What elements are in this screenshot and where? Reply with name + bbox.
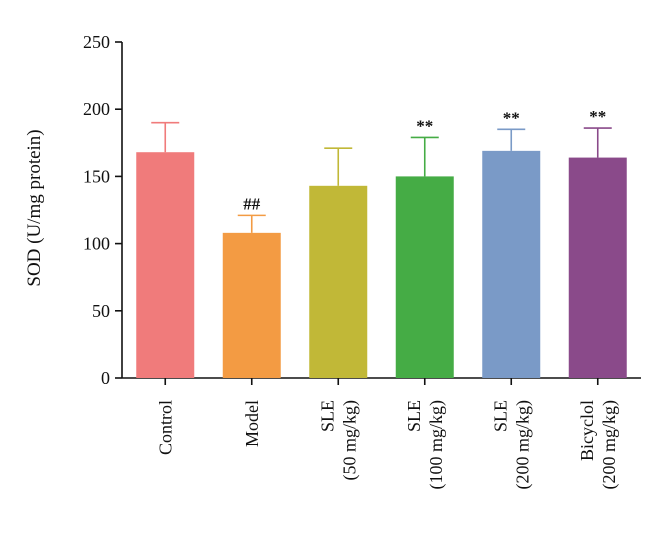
y-tick-label: 50 [92, 301, 110, 321]
category-label: (100 mg/kg) [426, 400, 447, 490]
category-label: SLE [490, 400, 510, 432]
y-tick-label: 150 [83, 166, 110, 186]
bar [222, 232, 281, 378]
category-label: Bicyclol [577, 400, 597, 461]
bar [136, 152, 195, 378]
y-axis-label: SOD (U/mg protein) [24, 129, 45, 286]
category-labels: Control Model SLE (50 mg/kg) SLE (100 mg/kg) S… [155, 400, 620, 490]
category-label: (200 mg/kg) [512, 400, 533, 490]
category-label: Control [155, 400, 175, 455]
significance-label: ** [503, 108, 520, 127]
bar [482, 150, 541, 378]
significance-label: ** [416, 116, 433, 135]
x-axis [122, 377, 641, 385]
significance-label: ** [589, 107, 606, 126]
category-label: Model [242, 400, 262, 447]
category-label: SLE [404, 400, 424, 432]
y-tick-label: 100 [83, 234, 110, 254]
y-tick-label: 250 [83, 32, 110, 52]
bar [395, 176, 454, 378]
bar [309, 185, 368, 378]
category-label: SLE [317, 400, 337, 432]
bar [568, 157, 627, 378]
y-tick-label: 200 [83, 99, 110, 119]
category-label: (200 mg/kg) [599, 400, 620, 490]
significance-label: ## [243, 194, 261, 213]
y-axis: 0 50 100 150 200 250 [83, 32, 123, 388]
bars: ## ** ** ** [136, 107, 627, 378]
category-label: (50 mg/kg) [339, 400, 360, 481]
y-tick-label: 0 [101, 368, 110, 388]
